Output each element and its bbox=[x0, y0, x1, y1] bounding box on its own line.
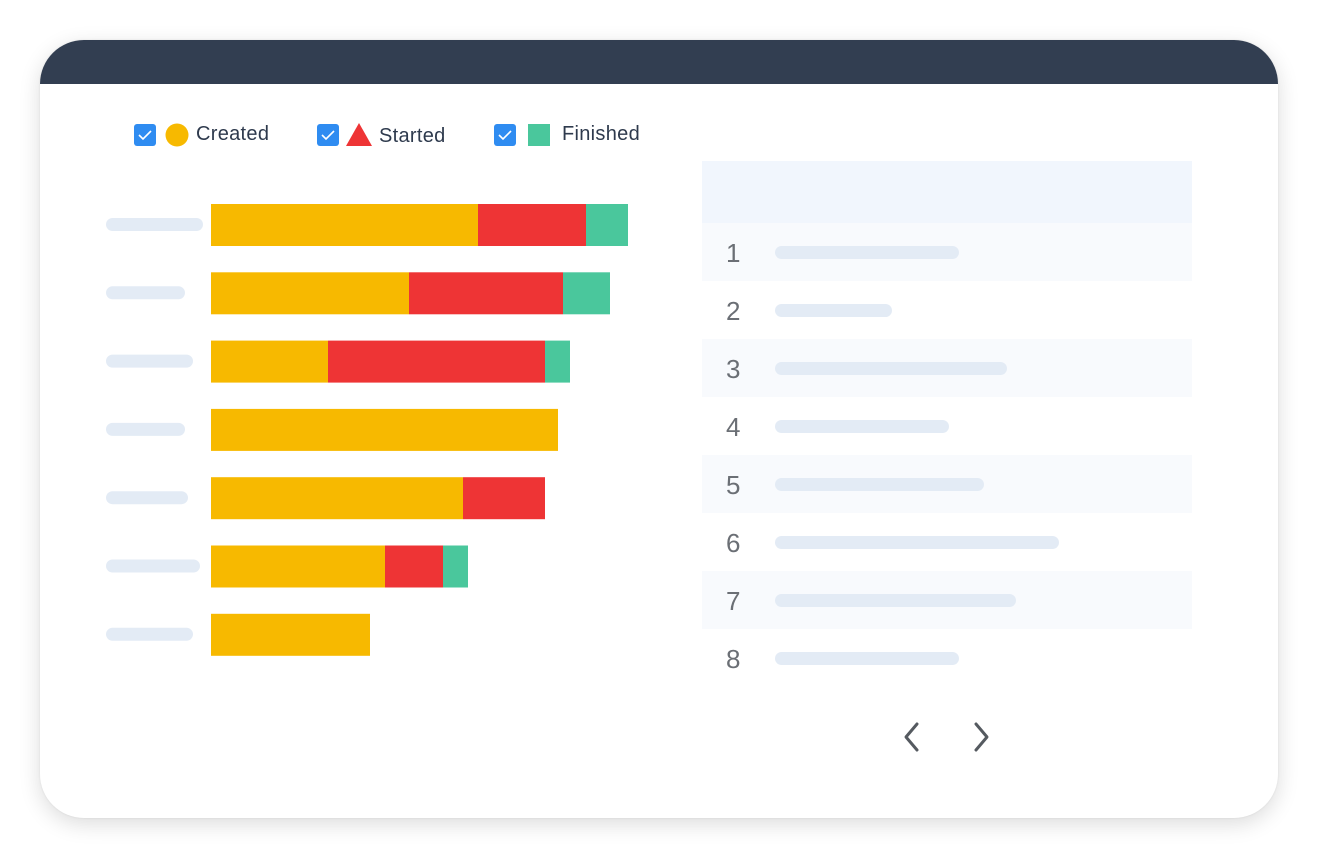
next-page-button[interactable] bbox=[970, 720, 992, 754]
bar-started-2[interactable] bbox=[409, 272, 563, 315]
legend-item-finished[interactable]: Finished bbox=[494, 120, 664, 150]
bar-created-4[interactable] bbox=[211, 408, 558, 451]
table-row[interactable]: 3 bbox=[702, 339, 1192, 397]
bar-finished-6[interactable] bbox=[443, 545, 468, 588]
row-text-placeholder bbox=[775, 594, 1016, 607]
row-number: 4 bbox=[726, 412, 741, 442]
row-number: 7 bbox=[726, 586, 741, 616]
bar-created-7[interactable] bbox=[211, 613, 370, 656]
table-row[interactable]: 2 bbox=[702, 281, 1192, 339]
bar-created-6[interactable] bbox=[211, 545, 385, 588]
chevron-right-icon bbox=[974, 722, 989, 752]
bar-created-5[interactable] bbox=[211, 477, 463, 520]
bar-started-3[interactable] bbox=[328, 340, 545, 383]
table-row[interactable]: 1 bbox=[702, 223, 1192, 281]
triangle-marker-icon bbox=[346, 123, 372, 146]
bar-created-2[interactable] bbox=[211, 272, 409, 315]
bar-created-3[interactable] bbox=[211, 340, 328, 383]
table-header bbox=[702, 161, 1192, 223]
category-label-placeholder bbox=[106, 559, 200, 573]
bar-started-6[interactable] bbox=[385, 545, 443, 588]
legend-item-created[interactable]: Created bbox=[134, 120, 284, 150]
bar-started-5[interactable] bbox=[463, 477, 545, 520]
bar-started-1[interactable] bbox=[478, 204, 586, 246]
ranking-table: 1 2 3 4 5 6 7 8 bbox=[702, 161, 1192, 687]
checkmark-icon bbox=[498, 130, 512, 141]
square-marker-icon bbox=[528, 124, 550, 146]
row-text-placeholder bbox=[775, 246, 959, 259]
bar-finished-3[interactable] bbox=[545, 340, 570, 383]
legend-label-created: Created bbox=[196, 123, 270, 145]
table-row[interactable]: 7 bbox=[702, 571, 1192, 629]
row-text-placeholder bbox=[775, 304, 892, 317]
chevron-left-icon bbox=[904, 722, 919, 752]
row-number: 5 bbox=[726, 470, 741, 500]
row-number: 1 bbox=[726, 238, 741, 268]
app-window: Created Started Finished 1 2 3 4 5 6 7 8 bbox=[40, 40, 1278, 818]
finished-checkbox[interactable] bbox=[494, 124, 516, 146]
category-label-placeholder bbox=[106, 491, 188, 505]
row-text-placeholder bbox=[775, 362, 1007, 375]
table-row[interactable]: 5 bbox=[702, 455, 1192, 513]
category-label-placeholder bbox=[106, 627, 193, 641]
stacked-bar-chart bbox=[106, 204, 628, 656]
bar-finished-1[interactable] bbox=[586, 204, 628, 246]
row-number: 3 bbox=[726, 354, 741, 384]
row-text-placeholder bbox=[775, 652, 959, 665]
row-number: 6 bbox=[726, 528, 741, 558]
circle-marker-icon bbox=[165, 123, 189, 147]
row-number: 2 bbox=[726, 296, 741, 326]
row-text-placeholder bbox=[775, 536, 1059, 549]
table-row[interactable]: 6 bbox=[702, 513, 1192, 571]
bar-created-1[interactable] bbox=[211, 204, 478, 246]
category-label-placeholder bbox=[106, 422, 185, 436]
legend-item-started[interactable]: Started bbox=[317, 120, 467, 150]
title-bar bbox=[40, 40, 1278, 84]
category-label-placeholder bbox=[106, 354, 193, 368]
row-text-placeholder bbox=[775, 420, 949, 433]
row-text-placeholder bbox=[775, 478, 984, 491]
checkmark-icon bbox=[321, 130, 335, 141]
legend-label-started: Started bbox=[379, 125, 446, 147]
table-row[interactable]: 4 bbox=[702, 397, 1192, 455]
checkmark-icon bbox=[138, 130, 152, 141]
legend-label-finished: Finished bbox=[562, 123, 640, 145]
category-label-placeholder bbox=[106, 286, 185, 300]
table-row[interactable]: 8 bbox=[702, 629, 1192, 687]
row-number: 8 bbox=[726, 644, 741, 674]
started-checkbox[interactable] bbox=[317, 124, 339, 146]
prev-page-button[interactable] bbox=[902, 720, 924, 754]
created-checkbox[interactable] bbox=[134, 124, 156, 146]
category-label-placeholder bbox=[106, 218, 203, 231]
bar-finished-2[interactable] bbox=[563, 272, 610, 315]
